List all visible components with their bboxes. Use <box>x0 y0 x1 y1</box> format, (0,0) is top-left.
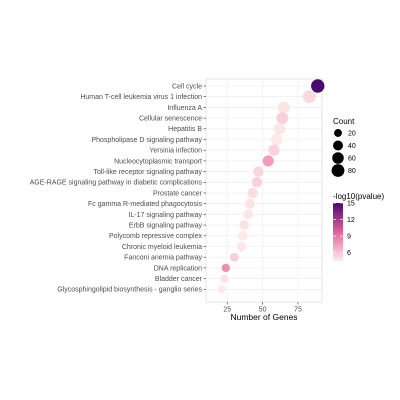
y-axis: Cell cycle Human T-cell leukemia virus 1 … <box>30 83 206 294</box>
y-tick-label: DNA replication <box>154 265 202 272</box>
y-tick-label: Fc gamma R-mediated phagocytosis <box>88 201 202 208</box>
y-tick-label: Cell cycle <box>172 83 202 90</box>
y-tick-label: Chronic myeloid leukemia <box>122 244 202 251</box>
y-tick-label: IL-17 signaling pathway <box>128 212 202 219</box>
color-legend-label: 6 <box>347 250 351 257</box>
data-point <box>251 177 263 188</box>
size-legend-label: 60 <box>348 156 356 163</box>
y-tick-label: Glycosphingolipid biosynthesis - ganglio… <box>57 287 202 294</box>
x-axis-title: Number of Genes <box>230 312 297 322</box>
size-legend-title: Count <box>333 117 355 126</box>
data-point <box>253 166 264 177</box>
y-tick-label: Nucleocytoplasmic transport <box>114 158 202 165</box>
x-tick-label: 25 <box>223 307 231 314</box>
x-axis: 25 50 75 <box>223 302 302 314</box>
data-point <box>239 220 250 230</box>
data-point <box>237 231 248 241</box>
y-tick-label: Cellular senescence <box>139 116 202 123</box>
size-legend-label: 40 <box>348 143 356 150</box>
data-points <box>217 79 325 294</box>
color-legend: -log10(pvalue) 6 9 12 15 <box>333 192 384 261</box>
data-point <box>276 112 289 124</box>
size-legend-dot <box>332 152 344 164</box>
y-tick-label: Yersinia infection <box>149 148 202 155</box>
y-tick-label: Bladder cancer <box>155 276 203 283</box>
data-point <box>247 187 258 199</box>
data-point <box>270 133 283 146</box>
data-point <box>302 90 316 104</box>
y-tick-label: Phospholipase D signaling pathway <box>91 137 202 144</box>
size-legend-dot <box>333 140 343 151</box>
data-point <box>243 209 254 220</box>
color-bar <box>333 203 343 261</box>
data-point <box>268 144 280 156</box>
data-point <box>277 101 290 114</box>
y-tick-label: Human T-cell leukemia virus 1 infection <box>80 94 202 101</box>
color-legend-title: -log10(pvalue) <box>333 192 384 201</box>
y-tick-label: Prostate cancer <box>153 190 203 197</box>
size-legend: Count 20 40 60 80 <box>331 117 356 177</box>
data-point <box>244 198 255 209</box>
x-tick-label: 75 <box>294 307 302 314</box>
y-tick-label: Polycomb repressive complex <box>109 233 202 240</box>
data-point <box>236 241 247 252</box>
y-tick-label: Fanconi anemia pathway <box>124 255 202 262</box>
color-legend-label: 15 <box>347 201 355 208</box>
y-tick-label: ErbB signaling pathway <box>129 223 203 230</box>
data-point <box>229 252 239 262</box>
data-point <box>262 155 274 167</box>
data-point <box>220 274 229 283</box>
data-point <box>217 285 226 294</box>
size-legend-dot <box>334 129 342 137</box>
y-tick-label: Hepatitis B <box>168 126 202 133</box>
size-legend-label: 20 <box>348 131 356 138</box>
x-tick-label: 50 <box>259 307 267 314</box>
color-legend-label: 12 <box>347 217 355 224</box>
data-point <box>311 79 325 93</box>
color-legend-label: 9 <box>347 234 351 241</box>
size-legend-label: 80 <box>348 168 356 175</box>
data-point <box>273 122 286 135</box>
y-tick-label: Toll-like receptor signaling pathway <box>93 169 202 176</box>
y-tick-label: AGE-RAGE signaling pathway in diabetic c… <box>30 180 203 187</box>
data-point <box>221 263 230 273</box>
size-legend-dot <box>331 164 345 177</box>
y-tick-label: Influenza A <box>167 105 202 112</box>
grid-lines <box>206 79 322 302</box>
